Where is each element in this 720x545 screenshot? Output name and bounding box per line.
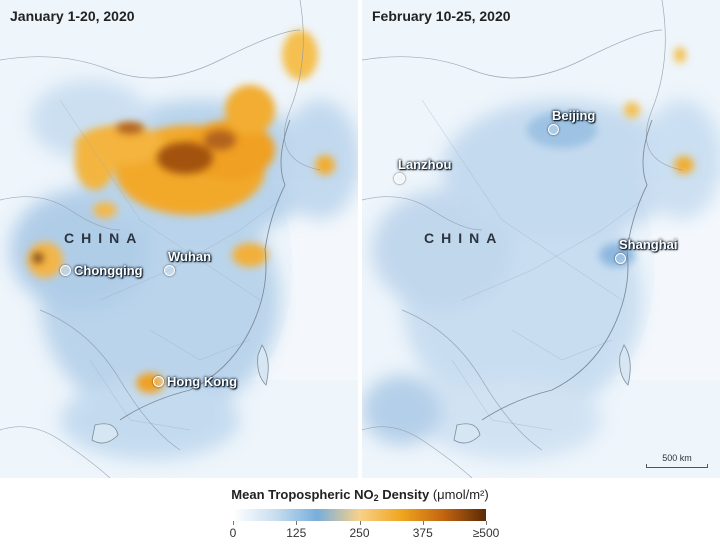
legend-tick-label: ≥500 (472, 526, 500, 540)
legend-tick-mark (296, 521, 298, 525)
scale-bar-line (646, 464, 708, 468)
legend-title-text: Mean Tropospheric NO (231, 487, 374, 502)
map-panel-january: January 1-20, 2020 CHINA Chongqing Wuhan… (0, 0, 358, 478)
no2-map-february (362, 0, 720, 478)
legend-tick-label: 375 (412, 526, 433, 540)
city-wuhan: Wuhan (164, 249, 211, 276)
panel-title: February 10-25, 2020 (372, 8, 511, 24)
legend-tick-mark (233, 521, 234, 525)
no2-map-january (0, 0, 358, 478)
city-marker-icon (164, 265, 175, 276)
city-marker-icon (394, 173, 405, 184)
city-beijing: Beijing (548, 108, 595, 135)
legend-tick-mark (486, 521, 487, 525)
color-legend: Mean Tropospheric NO2 Density (μmol/m²) … (0, 478, 720, 545)
legend-unit: (μmol/m²) (432, 487, 489, 502)
country-label: CHINA (424, 230, 504, 246)
legend-title-suffix: Density (378, 487, 430, 502)
legend-tick-label: 125 (286, 526, 307, 540)
city-label: Shanghai (619, 237, 678, 252)
legend-title-subscript: 2 (373, 493, 379, 503)
city-label: Lanzhou (398, 157, 452, 172)
panel-title: January 1-20, 2020 (10, 8, 135, 24)
country-label: CHINA (64, 230, 144, 246)
legend-tick-mark (359, 521, 361, 525)
legend-tick-mark (422, 521, 424, 525)
city-shanghai: Shanghai (615, 237, 678, 264)
legend-title: Mean Tropospheric NO2 Density (μmol/m²) (0, 487, 720, 503)
city-chongqing: Chongqing (60, 263, 143, 278)
legend-tick-label: 250 (349, 526, 370, 540)
map-panel-february: February 10-25, 2020 CHINA Lanzhou Beiji… (362, 0, 720, 478)
legend-color-bar (233, 509, 486, 521)
city-marker-icon (153, 376, 164, 387)
city-label: Beijing (552, 108, 596, 123)
city-marker-icon (615, 253, 626, 264)
city-marker-icon (548, 124, 559, 135)
city-lanzhou: Lanzhou (394, 157, 451, 184)
legend-tick-label: 0 (229, 526, 237, 540)
city-hong-kong: Hong Kong (153, 374, 237, 389)
city-label: Chongqing (74, 263, 143, 278)
city-label: Wuhan (168, 249, 212, 264)
scale-bar: 500 km (646, 453, 708, 468)
city-marker-icon (60, 265, 71, 276)
scale-bar-label: 500 km (662, 453, 692, 463)
panel-divider (358, 0, 362, 478)
city-label: Hong Kong (167, 374, 238, 389)
